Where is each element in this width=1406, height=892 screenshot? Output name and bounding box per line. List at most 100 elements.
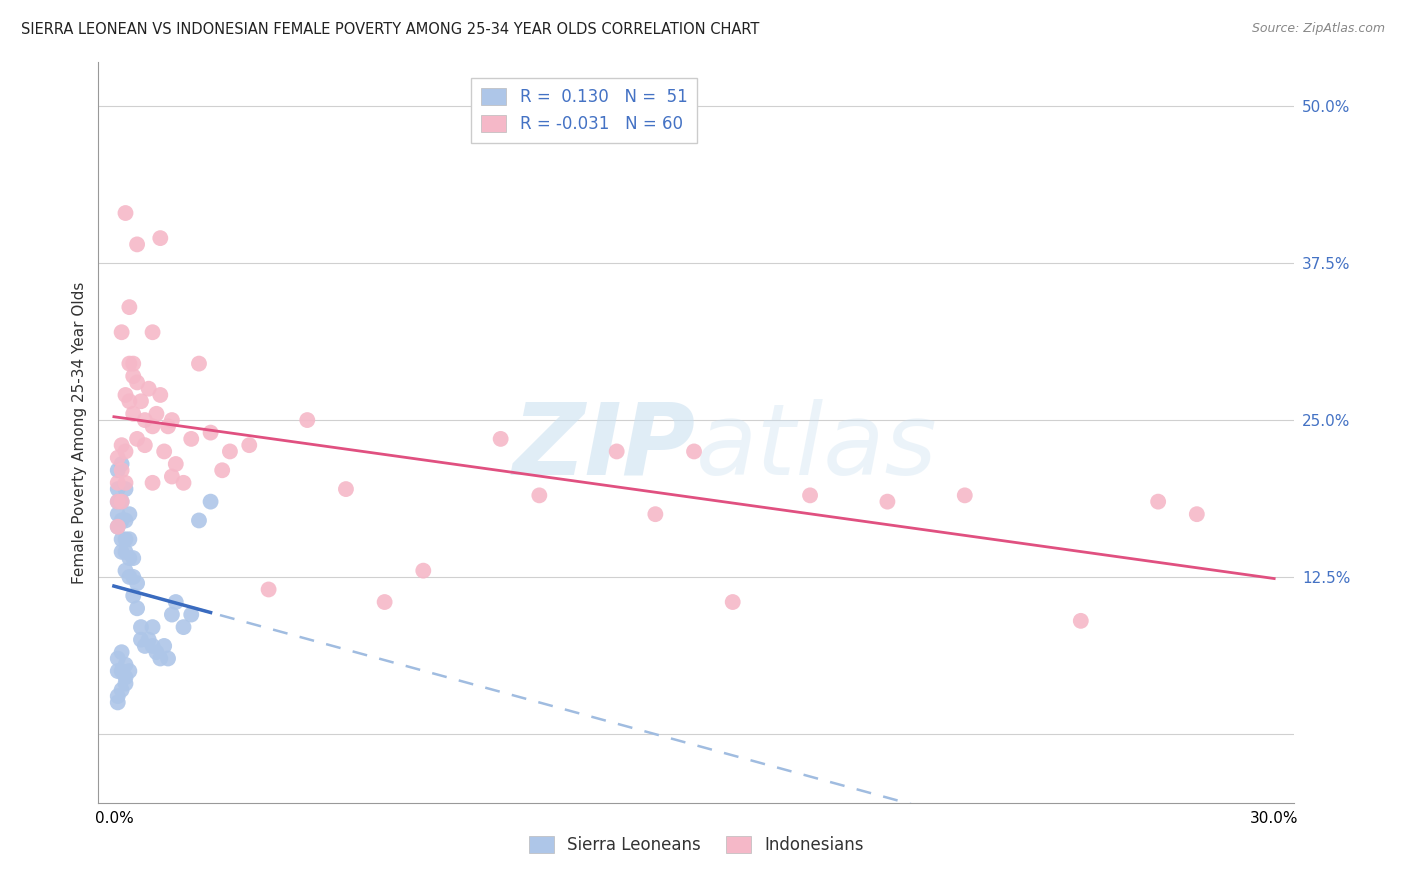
Point xyxy=(1070,614,1092,628)
Point xyxy=(134,639,156,653)
Point xyxy=(114,545,136,559)
Point xyxy=(145,645,167,659)
Point xyxy=(114,533,136,547)
Point xyxy=(111,682,134,697)
Point xyxy=(129,620,152,634)
Point xyxy=(173,475,195,490)
Point xyxy=(219,444,242,458)
Point xyxy=(142,419,165,434)
Point xyxy=(297,413,319,427)
Point xyxy=(180,432,202,446)
Point xyxy=(114,657,136,672)
Point xyxy=(142,475,165,490)
Point xyxy=(149,388,172,402)
Point xyxy=(257,582,280,597)
Point xyxy=(876,494,898,508)
Point xyxy=(118,394,141,409)
Point xyxy=(122,551,145,566)
Point xyxy=(153,639,176,653)
Point xyxy=(114,475,136,490)
Point xyxy=(412,564,434,578)
Point xyxy=(122,589,145,603)
Point xyxy=(107,482,129,496)
Point xyxy=(644,507,666,521)
Point xyxy=(118,551,141,566)
Point xyxy=(799,488,821,502)
Point xyxy=(606,444,628,458)
Point xyxy=(1147,494,1170,508)
Point xyxy=(200,494,222,508)
Point xyxy=(127,376,149,390)
Point xyxy=(107,450,129,465)
Point xyxy=(200,425,222,440)
Point xyxy=(160,413,183,427)
Point xyxy=(118,507,141,521)
Point xyxy=(118,357,141,371)
Point xyxy=(107,463,129,477)
Point xyxy=(188,357,211,371)
Point xyxy=(127,601,149,615)
Point xyxy=(114,444,136,458)
Point xyxy=(142,325,165,339)
Point xyxy=(107,695,129,709)
Point xyxy=(153,444,176,458)
Point xyxy=(107,494,129,508)
Point xyxy=(165,457,187,471)
Point xyxy=(160,469,183,483)
Point xyxy=(529,488,551,502)
Point xyxy=(142,620,165,634)
Point xyxy=(118,570,141,584)
Point xyxy=(111,438,134,452)
Text: atlas: atlas xyxy=(696,399,938,496)
Text: Source: ZipAtlas.com: Source: ZipAtlas.com xyxy=(1251,22,1385,36)
Point xyxy=(107,520,129,534)
Point xyxy=(335,482,357,496)
Text: ZIP: ZIP xyxy=(513,399,696,496)
Point xyxy=(118,664,141,678)
Point xyxy=(107,475,129,490)
Point xyxy=(142,639,165,653)
Point xyxy=(118,300,141,314)
Point xyxy=(149,651,172,665)
Point xyxy=(683,444,706,458)
Point xyxy=(107,664,129,678)
Point xyxy=(111,664,134,678)
Point xyxy=(157,419,180,434)
Point xyxy=(173,620,195,634)
Point xyxy=(107,494,129,508)
Point xyxy=(122,407,145,421)
Point xyxy=(107,689,129,703)
Point xyxy=(118,533,141,547)
Point xyxy=(114,482,136,496)
Point xyxy=(238,438,260,452)
Point xyxy=(149,231,172,245)
Point xyxy=(127,576,149,591)
Point xyxy=(111,545,134,559)
Point xyxy=(111,513,134,527)
Point xyxy=(127,237,149,252)
Point xyxy=(107,507,129,521)
Point xyxy=(111,533,134,547)
Point xyxy=(111,494,134,508)
Point xyxy=(180,607,202,622)
Point xyxy=(129,394,152,409)
Point xyxy=(111,457,134,471)
Point xyxy=(138,632,160,647)
Point xyxy=(211,463,233,477)
Point xyxy=(111,463,134,477)
Point xyxy=(122,369,145,384)
Point xyxy=(122,357,145,371)
Point xyxy=(134,438,156,452)
Point xyxy=(111,325,134,339)
Point xyxy=(114,670,136,684)
Point xyxy=(160,607,183,622)
Point xyxy=(114,676,136,690)
Point xyxy=(129,632,152,647)
Point xyxy=(374,595,396,609)
Point xyxy=(138,382,160,396)
Point xyxy=(107,651,129,665)
Y-axis label: Female Poverty Among 25-34 Year Olds: Female Poverty Among 25-34 Year Olds xyxy=(72,282,87,583)
Legend: Sierra Leoneans, Indonesians: Sierra Leoneans, Indonesians xyxy=(522,830,870,861)
Point xyxy=(111,494,134,508)
Point xyxy=(114,206,136,220)
